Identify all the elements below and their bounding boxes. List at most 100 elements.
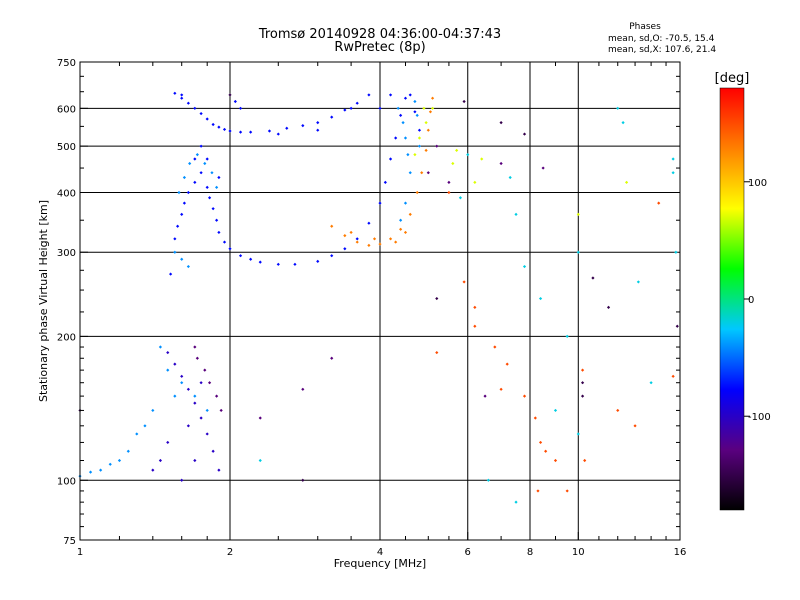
data-point [505, 362, 509, 366]
data-point [536, 489, 540, 493]
data-point [473, 180, 477, 184]
data-point [636, 280, 640, 284]
data-point [403, 96, 408, 100]
data-point [258, 416, 262, 420]
x-tick-label: 6 [465, 547, 471, 558]
data-point [458, 196, 463, 200]
data-point [399, 113, 403, 117]
data-point [117, 458, 122, 463]
data-point [426, 128, 430, 132]
data-point [372, 237, 377, 241]
data-point [215, 394, 219, 398]
data-point [205, 185, 209, 189]
colorbar-tick-label: 100 [748, 178, 767, 189]
data-point [355, 101, 359, 105]
data-point [401, 121, 405, 125]
data-point [533, 416, 537, 420]
data-point [215, 218, 219, 222]
data-point [217, 230, 221, 235]
data-point [406, 153, 410, 157]
data-point [355, 240, 359, 244]
data-point [462, 280, 466, 284]
data-point [176, 224, 180, 228]
data-point [173, 394, 177, 398]
data-point [330, 356, 334, 360]
x-tick-label: 2 [227, 547, 233, 558]
data-point [483, 394, 487, 398]
data-point [211, 207, 215, 211]
data-point [166, 440, 170, 445]
data-point [228, 129, 232, 133]
data-point [199, 111, 203, 116]
data-point [199, 144, 203, 148]
data-point [205, 408, 209, 413]
data-point [675, 324, 679, 328]
data-point [316, 259, 320, 264]
phases-stat-o: mean, sd,O: -70.5, 15.4 [608, 34, 715, 44]
data-point [210, 171, 214, 175]
data-point [228, 247, 232, 251]
data-point [399, 218, 403, 222]
data-point [413, 153, 417, 157]
data-point [293, 262, 297, 266]
data-point [415, 113, 419, 117]
data-point [343, 233, 347, 238]
data-point [182, 201, 186, 205]
data-point [413, 110, 417, 114]
data-point [180, 212, 184, 216]
data-point [173, 362, 177, 366]
data-point [606, 305, 611, 309]
data-point [417, 144, 422, 148]
data-point [408, 171, 412, 175]
data-point [447, 180, 451, 184]
data-point [580, 394, 585, 398]
data-point [211, 449, 215, 453]
y-tick-label: 75 [63, 536, 76, 547]
data-point [671, 374, 675, 378]
data-point [565, 334, 569, 338]
data-point [217, 468, 221, 472]
y-tick-label: 100 [57, 476, 76, 487]
chart-title: Tromsø 20140928 04:36:00-04:37:43 [258, 27, 502, 42]
data-point [186, 101, 190, 105]
data-point [378, 242, 382, 246]
data-point [355, 237, 359, 241]
data-point [203, 368, 207, 372]
data-point [624, 180, 629, 184]
data-point [126, 449, 130, 453]
data-point [538, 296, 543, 301]
data-point [228, 93, 232, 97]
x-tick-label: 10 [572, 547, 585, 558]
data-point [451, 161, 455, 166]
data-point [316, 128, 320, 132]
x-tick-label: 4 [377, 547, 383, 558]
data-point [180, 96, 184, 100]
data-point [177, 190, 181, 195]
data-point [238, 106, 243, 110]
y-tick-label: 300 [57, 248, 76, 259]
data-point [576, 212, 580, 216]
data-point [430, 106, 435, 110]
data-point [541, 166, 545, 170]
data-point [522, 132, 527, 136]
data-point [480, 157, 484, 161]
data-point [576, 250, 580, 254]
data-point [330, 254, 334, 258]
data-point [403, 230, 408, 235]
chart-subtitle: RwPretec (8p) [334, 40, 426, 55]
data-point [378, 106, 382, 110]
data-point [426, 171, 430, 175]
data-point [671, 157, 675, 161]
data-point [188, 161, 192, 166]
data-point [186, 424, 190, 428]
data-point [394, 240, 398, 244]
colorbar-tick-label: -100 [748, 412, 771, 423]
data-point [301, 478, 305, 482]
data-point [383, 180, 387, 184]
data-point [195, 356, 199, 360]
data-point [473, 324, 477, 328]
data-point [514, 500, 518, 504]
data-point [417, 136, 422, 140]
data-point [616, 106, 620, 110]
data-point [580, 368, 585, 372]
